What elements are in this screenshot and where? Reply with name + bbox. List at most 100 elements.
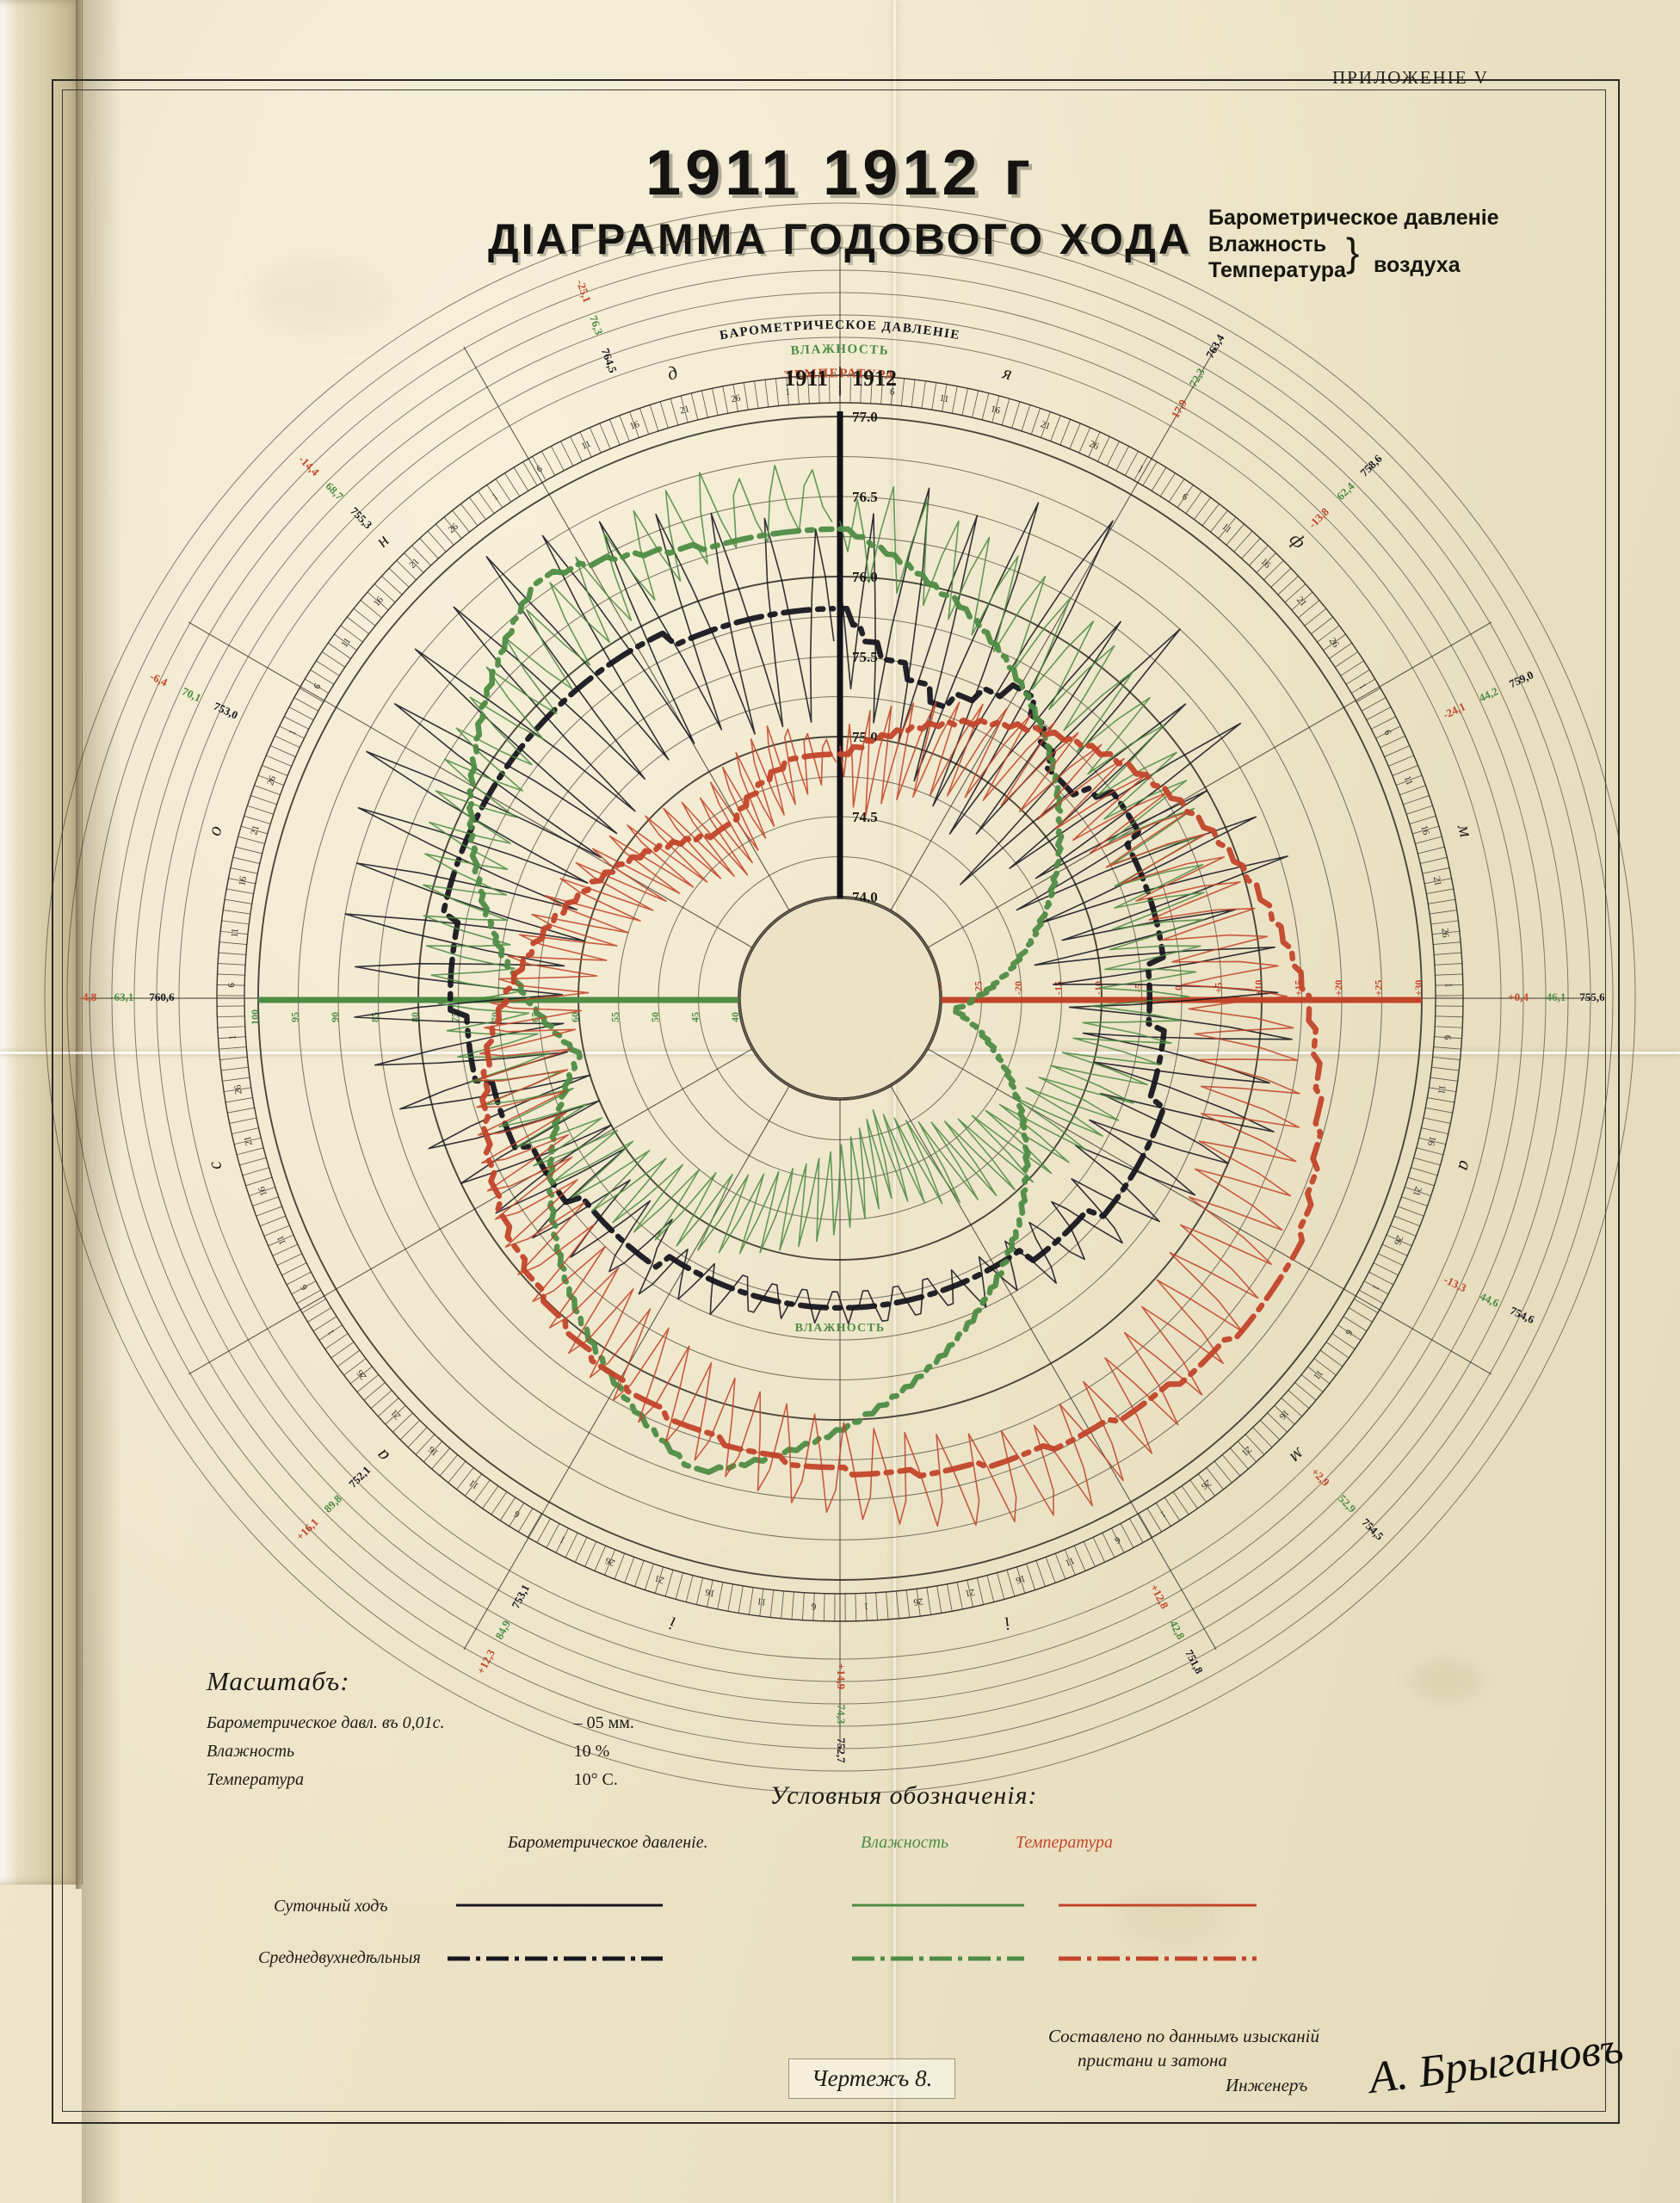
- day-number: 21: [653, 1573, 665, 1586]
- humidity-ring-label: 55: [609, 1012, 621, 1022]
- scale-block: Масштабъ: Барометрическое давл. въ 0,01с…: [207, 1666, 634, 1794]
- month-letter: i: [667, 1613, 677, 1635]
- day-tick: [781, 1590, 785, 1619]
- day-tick: [404, 552, 424, 573]
- header-note-temperature: Температура: [1208, 258, 1346, 282]
- day-tick: [594, 1545, 607, 1571]
- day-tick: [1373, 1262, 1399, 1276]
- day-tick: [448, 1460, 466, 1484]
- margin-annotation-value: 758,6: [1357, 452, 1385, 479]
- margin-annotation-value: 754,6: [1508, 1304, 1536, 1326]
- day-tick: [900, 378, 905, 406]
- day-tick: [495, 478, 512, 503]
- day-tick: [823, 1593, 825, 1621]
- sheet-border: [52, 79, 1620, 2124]
- margin-annotation-value: 751,8: [1183, 1648, 1206, 1676]
- day-tick: [1433, 941, 1461, 945]
- day-tick: [764, 380, 769, 408]
- day-tick: [1230, 1447, 1249, 1470]
- title-years: 1911 1912 г: [645, 137, 1035, 208]
- day-tick: [228, 878, 256, 885]
- day-number: 1: [785, 386, 791, 397]
- day-tick: [356, 1374, 380, 1392]
- margin-annotation-value: 763,4: [1203, 331, 1227, 360]
- day-tick: [1030, 408, 1041, 435]
- day-tick: [1407, 1176, 1435, 1187]
- day-tick: [396, 560, 417, 581]
- margin-annotation-value: 63,1: [114, 990, 134, 1003]
- day-tick: [1284, 583, 1306, 603]
- series-pressure_biweekly: [441, 605, 1167, 1311]
- day-tick: [1206, 1467, 1224, 1490]
- day-tick: [1422, 867, 1450, 874]
- day-number: 1: [1443, 983, 1454, 988]
- day-tick: [478, 491, 495, 514]
- margin-annotation-value: 46,1: [1547, 990, 1566, 1003]
- day-tick: [1124, 451, 1139, 476]
- month-letter: а: [371, 1445, 392, 1466]
- diagram-legend-humidity-bottom: ВЛАЖНОСТЬ: [795, 1322, 886, 1335]
- annotation-rail: [89, 247, 1591, 1749]
- day-tick: [370, 1390, 392, 1410]
- day-tick: [249, 1187, 275, 1197]
- humidity-ring-label: 45: [689, 1012, 701, 1022]
- day-tick: [504, 472, 521, 497]
- day-tick: [1064, 1549, 1076, 1576]
- day-tick: [1325, 1342, 1350, 1359]
- day-tick: [644, 1564, 654, 1590]
- day-number: 11: [1064, 1555, 1076, 1568]
- month-separator: [188, 621, 753, 948]
- day-tick: [469, 497, 486, 520]
- month-separator: [927, 621, 1492, 948]
- day-number: 1: [1158, 1509, 1168, 1520]
- day-tick: [518, 1508, 534, 1533]
- day-number: 11: [1220, 521, 1233, 535]
- day-tick: [1172, 1491, 1189, 1515]
- day-tick: [911, 380, 916, 408]
- annotation-rail: [156, 314, 1524, 1682]
- day-tick: [1403, 795, 1430, 805]
- margin-annotation-value: -4,8: [79, 990, 97, 1003]
- appendix-label: ПРИЛОЖЕНIЕ V: [1332, 67, 1489, 88]
- day-number: 26: [912, 1595, 923, 1607]
- day-tick: [1396, 774, 1423, 786]
- day-tick: [551, 446, 565, 472]
- day-tick: [439, 1454, 459, 1477]
- day-tick: [1241, 538, 1261, 559]
- day-tick: [1041, 411, 1051, 438]
- day-tick: [1288, 1390, 1310, 1410]
- day-tick: [219, 1056, 248, 1060]
- day-tick: [791, 1591, 794, 1620]
- scale-value: 10° С.: [573, 1770, 618, 1789]
- day-tick: [218, 963, 246, 966]
- day-tick: [229, 1117, 257, 1124]
- day-tick: [619, 415, 630, 441]
- day-number: 6: [1180, 491, 1190, 503]
- humidity-ring-label: 50: [649, 1012, 661, 1022]
- day-number: 26: [1439, 928, 1450, 939]
- day-tick: [1435, 984, 1463, 986]
- day-tick: [685, 1575, 694, 1602]
- day-tick: [252, 1196, 279, 1206]
- day-number: 1: [325, 1327, 337, 1336]
- legend-row-daily: Суточный ходъ: [274, 1897, 388, 1916]
- legend-row-biweekly: Среднедвухнедѣльныя: [258, 1948, 421, 1967]
- sheet-border-inner: [62, 89, 1606, 2112]
- day-tick: [743, 382, 749, 410]
- legend-col-temperature: Температура: [1016, 1833, 1113, 1852]
- day-tick: [239, 1157, 267, 1166]
- day-tick: [337, 1349, 361, 1367]
- margin-annotation-value: -14,4: [296, 453, 322, 478]
- day-tick: [865, 1593, 868, 1621]
- day-tick: [1294, 1382, 1317, 1401]
- day-tick: [217, 1015, 245, 1018]
- day-tick: [427, 530, 447, 552]
- day-tick: [1392, 765, 1418, 776]
- day-tick: [1428, 898, 1455, 904]
- day-tick: [1210, 509, 1228, 533]
- day-tick: [1001, 398, 1010, 426]
- hub: [739, 898, 941, 1099]
- day-tick: [1381, 1243, 1408, 1256]
- day-tick: [649, 404, 659, 432]
- temperature-ring-labels: -30-25-20-15-10-50+5+10+15+20+25+30: [932, 980, 1424, 997]
